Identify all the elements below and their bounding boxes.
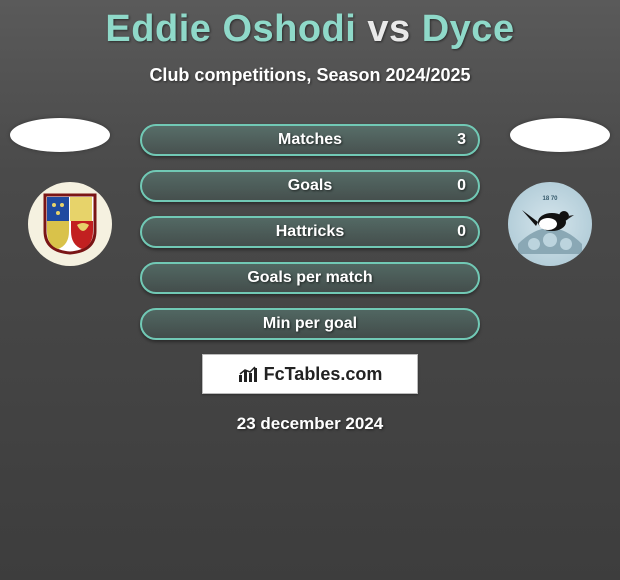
stat-right-value: 0 (457, 177, 466, 195)
right-club-crest: 18 70 (500, 182, 600, 266)
bar-chart-icon (238, 365, 260, 383)
right-crest-circle: 18 70 (508, 182, 592, 266)
stat-row: Hattricks 0 (140, 216, 480, 248)
stat-row: Matches 3 (140, 124, 480, 156)
content-area: 18 70 Matches 3 Goals 0 Hattricks 0 Goals per … (0, 124, 620, 434)
left-profile-ellipse (10, 118, 110, 152)
stat-label: Goals (288, 177, 332, 195)
magpie-bridge-icon: 18 70 (508, 182, 592, 266)
player1-name: Eddie Oshodi (105, 8, 356, 50)
vs-text: vs (367, 8, 410, 50)
brand-box: FcTables.com (202, 354, 418, 394)
stat-label: Hattricks (276, 223, 344, 241)
stat-row: Goals 0 (140, 170, 480, 202)
subtitle: Club competitions, Season 2024/2025 (0, 65, 620, 86)
svg-text:18 70: 18 70 (542, 196, 558, 202)
shield-icon (43, 193, 97, 255)
stat-row: Goals per match (140, 262, 480, 294)
right-profile-ellipse (510, 118, 610, 152)
stat-label: Min per goal (263, 315, 357, 333)
stat-row: Min per goal (140, 308, 480, 340)
stat-label: Goals per match (247, 269, 372, 287)
stat-right-value: 0 (457, 223, 466, 241)
left-crest-circle (28, 182, 112, 266)
left-club-crest (20, 182, 120, 266)
comparison-title: Eddie Oshodi vs Dyce (0, 0, 620, 51)
brand-label: FcTables.com (264, 364, 383, 385)
stat-label: Matches (278, 131, 342, 149)
stats-list: Matches 3 Goals 0 Hattricks 0 Goals per match M… (140, 124, 480, 340)
brand-text: FcTables.com (238, 364, 383, 385)
player2-name: Dyce (422, 8, 515, 50)
date-text: 23 december 2024 (0, 414, 620, 434)
stat-right-value: 3 (457, 131, 466, 149)
